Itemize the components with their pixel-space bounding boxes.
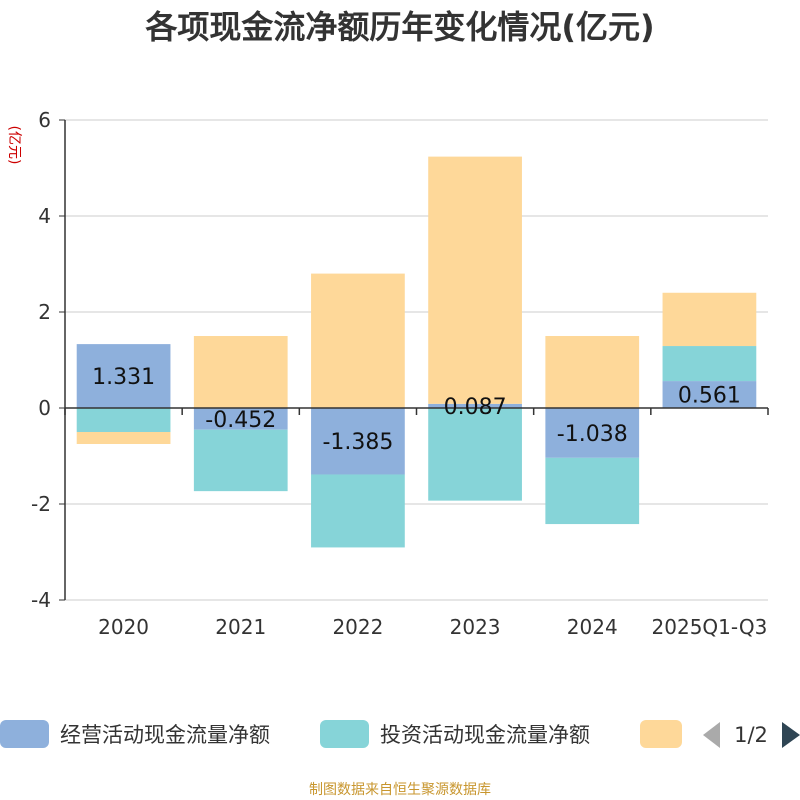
triangle-right-icon[interactable] xyxy=(782,722,800,748)
triangle-left-icon[interactable] xyxy=(703,722,720,748)
x-tick-label-2022: 2022 xyxy=(332,615,383,639)
data-label-2021: -0.452 xyxy=(205,408,276,433)
legend-swatch-financing[interactable] xyxy=(640,720,682,748)
bar-s1-2025Q1-Q3 xyxy=(662,346,757,382)
x-tick-label-2021: 2021 xyxy=(215,615,266,639)
bar-s1-2021 xyxy=(193,429,288,492)
bar-s2-2023 xyxy=(428,156,522,404)
bar-s1-2022 xyxy=(311,474,405,548)
footer-source: 制图数据来自恒生聚源数据库 xyxy=(309,782,491,798)
legend-label-investing[interactable]: 投资活动现金流量净额 xyxy=(380,723,590,747)
data-labels: 1.331 -0.452 -1.385 0.087 -1.038 0.561 xyxy=(92,365,741,455)
data-label-2024: -1.038 xyxy=(557,422,628,447)
data-label-2022: -1.385 xyxy=(322,430,393,455)
data-label-2023: 0.087 xyxy=(444,395,507,420)
data-label-2025Q1-Q3: 0.561 xyxy=(678,384,741,409)
legend-swatch-operating[interactable] xyxy=(0,720,49,748)
y-tick-label-2: 2 xyxy=(38,300,51,324)
x-tick-label-2023: 2023 xyxy=(450,615,501,639)
y-tick-label-4: -2 xyxy=(31,492,51,516)
legend-page-indicator: 1/2 xyxy=(734,723,768,747)
x-tick-label-2020: 2020 xyxy=(98,615,149,639)
bar-s2-2025Q1-Q3 xyxy=(662,292,757,347)
bar-s2-2024 xyxy=(545,336,640,408)
bar-s0-2025Q1-Q3 xyxy=(662,381,757,408)
x-tick-label-2024: 2024 xyxy=(567,615,618,639)
bar-s2-2021 xyxy=(193,336,288,408)
bar-s0-2023 xyxy=(428,403,522,408)
data-label-2020: 1.331 xyxy=(92,365,155,390)
y-tick-label-0: 6 xyxy=(38,108,51,132)
bar-s0-2024 xyxy=(545,408,640,458)
legend-label-operating[interactable]: 经营活动现金流量净额 xyxy=(60,723,270,747)
bar-s1-2024 xyxy=(545,457,640,525)
legend: 经营活动现金流量净额 投资活动现金流量净额 1/2 xyxy=(0,720,800,748)
y-axis-label: (亿元) xyxy=(6,126,22,165)
y-tick-label-5: -4 xyxy=(31,588,51,612)
bar-s2-2020 xyxy=(76,432,171,444)
grid-lines xyxy=(65,119,768,601)
bar-s2-2022 xyxy=(311,273,405,408)
bar-s1-2023 xyxy=(428,408,522,501)
legend-swatch-investing[interactable] xyxy=(320,720,369,748)
bars xyxy=(76,156,757,548)
bar-s0-2022 xyxy=(311,408,405,475)
y-tick-label-3: 0 xyxy=(38,396,51,420)
chart-title: 各项现金流净额历年变化情况(亿元) xyxy=(145,8,654,46)
x-tick-label-2025Q1-Q3: 2025Q1-Q3 xyxy=(652,615,768,639)
bar-s0-2021 xyxy=(193,408,288,430)
y-tick-label-1: 4 xyxy=(38,204,51,228)
bar-s0-2020 xyxy=(76,344,171,408)
axes: 6 4 2 0 -2 -4 2020 2021 2022 2023 2024 2025Q1-Q3 xyxy=(31,108,769,639)
bar-s1-2020 xyxy=(76,408,171,432)
